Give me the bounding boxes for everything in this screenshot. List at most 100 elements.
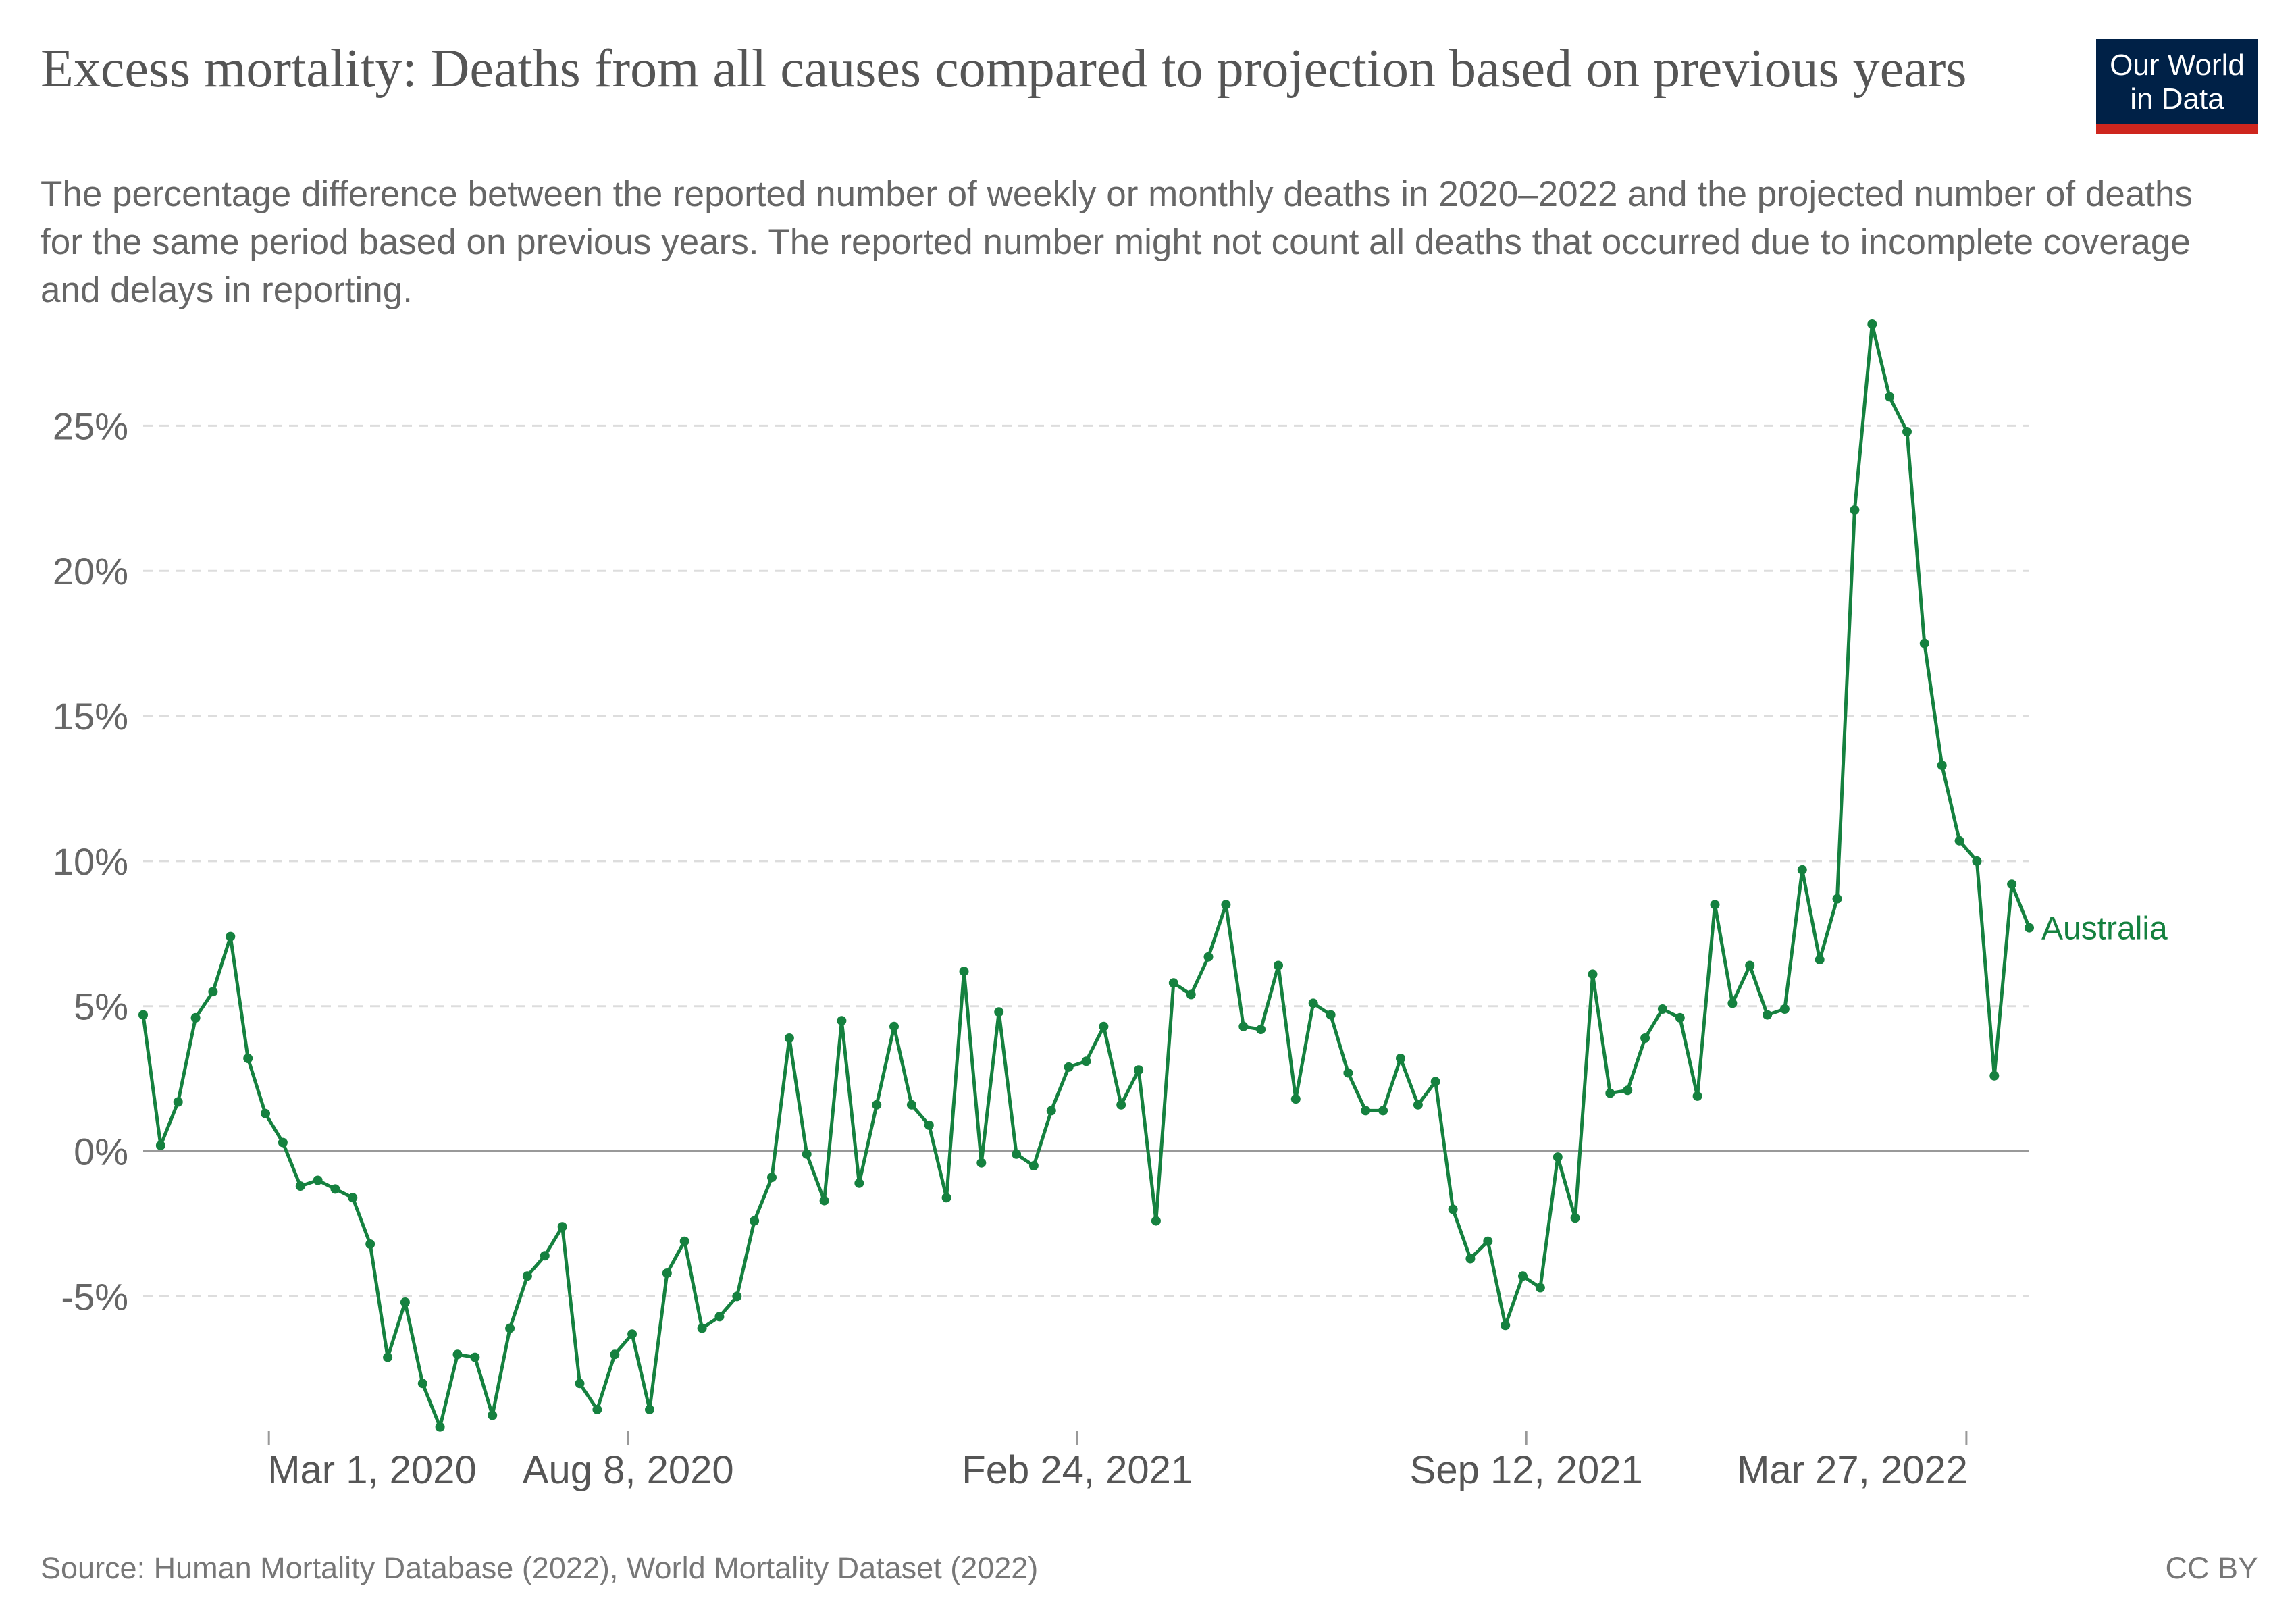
data-point [1919,638,1929,648]
data-point [959,967,969,977]
data-point [330,1184,340,1194]
data-point [365,1239,375,1249]
data-point [1221,900,1231,910]
data-point [802,1149,812,1159]
data-point [784,1033,794,1043]
data-point [1203,952,1214,962]
x-tick-label: Mar 1, 2020 [267,1448,477,1492]
data-point [173,1097,183,1107]
data-point [1727,998,1738,1008]
data-point [697,1323,707,1333]
data-point [592,1404,602,1414]
x-tick-label: Mar 27, 2022 [1737,1448,1968,1492]
data-point [1832,894,1842,904]
data-point [155,1140,165,1150]
data-point [1465,1254,1476,1264]
data-point [854,1178,864,1188]
data-point [1046,1106,1056,1116]
data-point [1797,865,1807,875]
data-point [610,1349,620,1360]
y-axis: -5% 0% 5% 10% 15% 20% 25% [53,405,128,1318]
data-point [1448,1204,1458,1214]
data-point [662,1268,672,1278]
logo-line-1: Our World [2110,49,2245,82]
data-point [1937,761,1947,771]
data-point [313,1175,323,1185]
data-point [1867,319,1877,329]
data-point [1692,1091,1702,1101]
data-point [1710,900,1720,910]
y-tick-label: 15% [53,695,128,738]
data-point [889,1021,899,1031]
owid-logo[interactable]: Our World in Data [2096,39,2258,134]
y-tick-label: 25% [53,405,128,447]
data-point [1361,1106,1371,1116]
y-tick-label: 5% [74,985,128,1028]
data-point [645,1404,654,1414]
data-point [2007,879,2017,890]
x-tick-label: Aug 8, 2020 [523,1448,734,1492]
y-tick-label: 20% [53,550,128,592]
data-point [295,1181,305,1191]
data-point [557,1222,567,1232]
data-point [679,1236,689,1246]
data-point [1657,1004,1667,1014]
data-point [1290,1094,1301,1104]
logo-stripe [2096,124,2258,134]
data-point [1850,505,1860,515]
data-point [1378,1106,1388,1116]
data-point [1256,1025,1266,1035]
data-point [1343,1068,1353,1078]
data-point [2025,923,2034,933]
logo-line-2: in Data [2130,82,2224,115]
data-point [1640,1033,1650,1043]
data-point [1413,1100,1423,1110]
data-point [1553,1152,1563,1162]
data-point [1134,1065,1144,1075]
data-point [1902,427,1912,436]
data-point [1168,978,1178,988]
data-point [906,1100,916,1110]
data-point [575,1379,585,1389]
data-point [872,1100,882,1110]
license-label[interactable]: CC BY [2165,1551,2258,1585]
data-point [1989,1071,2000,1081]
data-point [1099,1021,1109,1031]
data-point [1763,1010,1773,1020]
chart-subtitle: The percentage difference between the re… [41,174,2193,310]
data-point [226,931,236,942]
data-point [470,1352,480,1362]
data-point [278,1137,288,1148]
source-note[interactable]: Source: Human Mortality Database (2022),… [41,1551,1039,1585]
data-point [1675,1012,1685,1023]
series-layer: Australia [138,319,2168,1432]
y-tick-label: -5% [61,1275,128,1318]
data-point [400,1297,410,1307]
data-point [1326,1010,1336,1020]
data-point [1954,835,1964,846]
data-point [452,1349,463,1360]
data-point [1012,1149,1022,1159]
data-point [732,1291,742,1302]
data-point [348,1193,358,1203]
data-point [243,1054,253,1063]
data-point [1501,1320,1511,1331]
data-point [976,1158,987,1168]
data-point [1151,1216,1161,1226]
data-point [190,1012,201,1023]
y-tick-label: 0% [74,1131,128,1173]
data-point [1779,1004,1790,1014]
data-point [750,1216,760,1226]
data-point [417,1379,427,1389]
data-point [261,1108,270,1118]
data-point [1745,960,1755,971]
data-point [1518,1271,1528,1281]
data-point [627,1329,637,1339]
data-point [1028,1161,1039,1170]
data-point [1116,1100,1126,1110]
x-axis: Mar 1, 2020 Aug 8, 2020 Feb 24, 2021 Sep 12… [267,1431,1968,1492]
data-point [1430,1077,1440,1087]
data-point [1308,998,1318,1008]
data-point [540,1251,550,1261]
